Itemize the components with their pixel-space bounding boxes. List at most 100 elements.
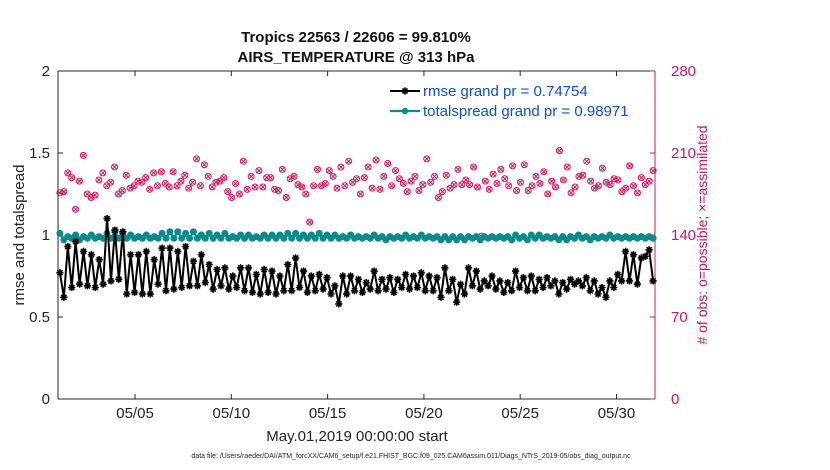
obs-assimilated-point xyxy=(412,173,418,180)
rmse-point xyxy=(91,283,99,292)
obs-possible-point xyxy=(196,182,204,190)
obs-possible-point xyxy=(161,179,169,187)
obs-assimilated-point xyxy=(158,168,165,175)
obs-assimilated-point xyxy=(131,183,137,189)
obs-assimilated-point xyxy=(353,176,360,182)
obs-possible-point xyxy=(438,188,446,196)
obs-possible-point xyxy=(470,163,478,171)
obs-assimilated-point xyxy=(232,180,239,187)
obs-assimilated-point xyxy=(474,184,481,190)
obs-assimilated-point xyxy=(560,177,567,183)
rmse-point xyxy=(95,256,103,264)
obs-assimilated-point xyxy=(513,187,520,194)
chart-title: Tropics 22563 / 22606 = 99.810% xyxy=(241,29,471,46)
rmse-point xyxy=(586,287,594,295)
obs-assimilated-point xyxy=(326,167,332,174)
obs-assimilated-point xyxy=(509,163,516,169)
obs-assimilated-point xyxy=(291,173,297,180)
chart-subtitle: AIRS_TEMPERATURE @ 313 hPa xyxy=(238,49,476,66)
y-tick-label: 1 xyxy=(42,227,50,244)
obs-possible-point xyxy=(512,186,520,194)
obs-assimilated-point xyxy=(154,183,161,189)
rmse-point xyxy=(570,280,579,288)
obs-possible-point xyxy=(259,183,267,191)
obs-possible-point xyxy=(427,178,435,186)
rmse-series xyxy=(56,215,657,308)
obs-assimilated-point xyxy=(470,164,477,170)
obs-possible-point xyxy=(645,177,653,185)
obs-assimilated-point xyxy=(201,161,208,168)
rmse-point xyxy=(370,267,378,275)
totalspread-point xyxy=(284,229,292,237)
obs-possible-point xyxy=(99,169,107,177)
x-tick-label: 05/20 xyxy=(405,405,443,422)
rmse-point xyxy=(539,283,547,292)
obs-possible-point xyxy=(216,177,224,185)
obs-possible-point xyxy=(626,162,634,170)
obs-possible-point xyxy=(313,165,321,173)
obs-possible-point xyxy=(376,185,384,193)
obs-possible-point xyxy=(79,151,87,159)
obs-possible-point xyxy=(641,181,649,189)
obs-assimilated-point xyxy=(373,157,379,163)
axes: 05/05 05/10 05/15 05/20 05/25 05/30 0 0.5 1 1.5 2 0… xyxy=(29,63,696,422)
rmse-point xyxy=(512,267,520,275)
rmse-point xyxy=(464,264,473,272)
rmse-point xyxy=(437,293,445,301)
rmse-point xyxy=(500,288,508,296)
obs-possible-point xyxy=(177,177,185,185)
rmse-point xyxy=(178,283,186,292)
obs-possible-point xyxy=(548,177,556,185)
obs-assimilated-point xyxy=(638,174,645,181)
obs-possible-point xyxy=(181,171,189,179)
obs-assimilated-point xyxy=(197,183,204,189)
obs-possible-point xyxy=(540,168,548,176)
obs-assimilated-point xyxy=(459,181,465,188)
obs-assimilated-point xyxy=(587,178,594,184)
obs-assimilated-point xyxy=(127,185,133,191)
obs-assimilated-point xyxy=(146,186,153,193)
obs-possible-point xyxy=(153,182,161,190)
obs-assimilated-point xyxy=(634,190,641,196)
obs-assimilated-point xyxy=(490,171,496,177)
y-right-tick-label: 70 xyxy=(671,309,688,326)
rmse-point xyxy=(115,275,123,283)
obs-assimilated-point xyxy=(505,183,512,189)
obs-assimilated-point xyxy=(279,166,286,173)
totalspread-point xyxy=(217,234,225,242)
obs-possible-point xyxy=(337,163,345,171)
rmse-point xyxy=(547,282,555,290)
obs-possible-point xyxy=(317,182,325,190)
rmse-point xyxy=(590,277,598,285)
obs-possible-point xyxy=(618,188,626,196)
obs-assimilated-point xyxy=(580,172,586,179)
obs-assimilated-point xyxy=(357,191,364,197)
rmse-point xyxy=(319,285,327,293)
rmse-point xyxy=(476,285,484,293)
obs-possible-point xyxy=(614,176,622,184)
obs-assimilated-point xyxy=(303,191,309,197)
rmse-point xyxy=(488,272,496,280)
obs-possible-point xyxy=(563,163,571,171)
rmse-point xyxy=(186,282,194,290)
obs-possible-point xyxy=(579,171,587,179)
obs-possible-point xyxy=(68,174,76,182)
obs-possible-point xyxy=(520,161,528,169)
obs-assimilated-point xyxy=(576,173,582,180)
totalspread-point xyxy=(182,229,190,237)
obs-assimilated-point xyxy=(420,181,426,188)
totalspread-point xyxy=(315,229,323,237)
obs-possible-point xyxy=(591,184,599,192)
rmse-point xyxy=(166,244,174,252)
obs-assimilated-point xyxy=(100,170,106,176)
obs-assimilated-point xyxy=(139,179,145,186)
rmse-point xyxy=(331,282,339,290)
rmse-point xyxy=(233,283,241,292)
y-tick-label: 1.5 xyxy=(29,145,50,162)
obs-assimilated-point xyxy=(252,184,258,190)
rmse-point xyxy=(598,283,606,292)
totalspread-point xyxy=(166,228,174,236)
obs-possible-point xyxy=(95,176,103,184)
obs-assimilated-point xyxy=(166,184,172,190)
y-tick-label: 2 xyxy=(42,63,50,80)
